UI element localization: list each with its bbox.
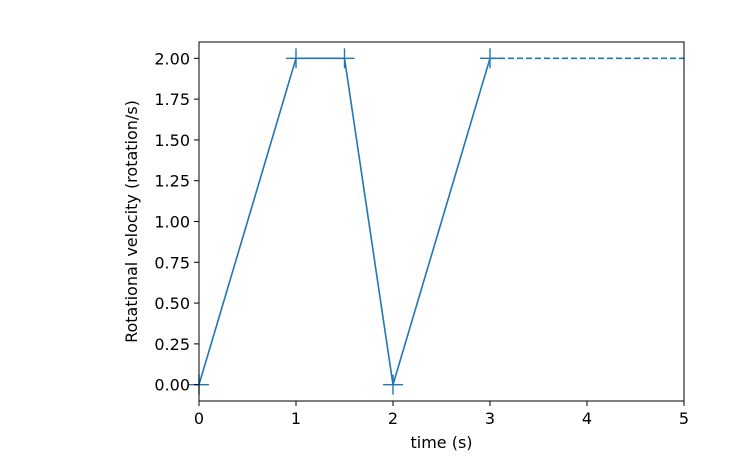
y-tick-label: 0.75 xyxy=(154,253,190,272)
y-tick-label: 1.75 xyxy=(154,90,190,109)
y-tick-label: 1.50 xyxy=(154,131,190,150)
x-tick-label: 0 xyxy=(194,409,204,428)
axes-layer: 0 1 2 3 4 5 0.00 0.25 0.50 0.75 1.00 1.25 1.50 1.75 2.… xyxy=(154,41,689,428)
series-line xyxy=(198,57,491,386)
y-axis-label: Rotational velocity (rotation/s) xyxy=(122,100,141,343)
y-tick-label: 0.25 xyxy=(154,335,190,354)
y-tick-label: 1.00 xyxy=(154,213,190,232)
x-tick-label: 1 xyxy=(291,409,301,428)
x-axis-label: time (s) xyxy=(410,433,472,452)
x-tick-label: 2 xyxy=(388,409,398,428)
y-tick-label: 0.50 xyxy=(154,294,190,313)
series-layer xyxy=(189,48,684,395)
y-tick-label: 1.25 xyxy=(154,172,190,191)
x-tick-label: 4 xyxy=(582,409,592,428)
y-tick-label: 0.00 xyxy=(154,376,190,395)
plus-marker xyxy=(286,48,306,69)
x-tick-label: 3 xyxy=(485,409,495,428)
x-tick-label: 5 xyxy=(679,409,689,428)
y-tick-label: 2.00 xyxy=(154,49,190,68)
plus-marker xyxy=(334,48,355,69)
plus-marker xyxy=(383,374,403,395)
